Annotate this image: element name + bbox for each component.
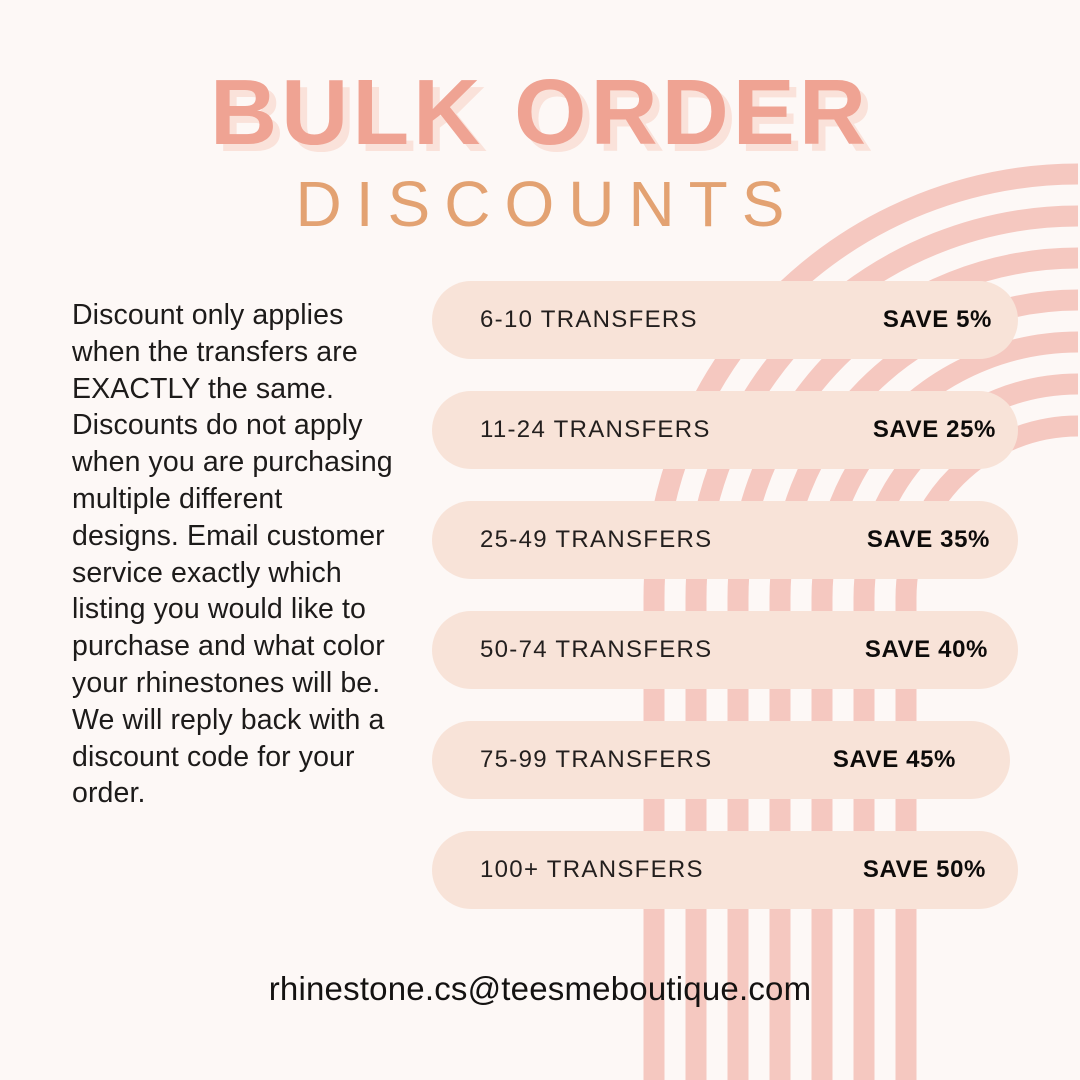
discount-tier-row: 6-10 TRANSFERS SAVE 5% [432,281,1018,359]
tier-quantity-label: 6-10 TRANSFERS [480,306,698,333]
tier-save-badge: SAVE 45% [832,746,956,773]
tier-quantity-label: 100+ TRANSFERS [480,856,704,883]
tier-save-badge: SAVE 40% [864,636,988,663]
tier-save-badge: SAVE 5% [882,306,992,333]
discount-tier-row: 75-99 TRANSFERS SAVE 45% [432,721,1010,799]
tier-quantity-label: 50-74 TRANSFERS [480,636,713,663]
tier-quantity-label: 11-24 TRANSFERS [480,416,711,443]
contact-email[interactable]: rhinestone.cs@teesmeboutique.com [268,970,812,1007]
page-subtitle: DISCOUNTS [295,168,799,240]
discount-tier-row: 100+ TRANSFERS SAVE 50% [432,831,1018,909]
discount-tier-row: 11-24 TRANSFERS SAVE 25% [432,391,1018,469]
discount-tier-row: 25-49 TRANSFERS SAVE 35% [432,501,1018,579]
tier-save-badge: SAVE 25% [872,416,996,443]
poster-header: BULK ORDER DISCOUNTS [0,0,1080,238]
tier-save-badge: SAVE 50% [862,856,986,883]
tier-save-badge: SAVE 35% [866,526,990,553]
tier-quantity-label: 25-49 TRANSFERS [480,526,713,553]
discount-policy-text: Discount only applies when the transfers… [72,299,393,810]
discount-tier-row: 50-74 TRANSFERS SAVE 40% [432,611,1018,689]
tier-quantity-label: 75-99 TRANSFERS [480,746,713,773]
discount-tier-list: 6-10 TRANSFERS SAVE 5% 11-24 TRANSFERS S… [432,281,1018,909]
page-title: BULK ORDER [210,60,870,164]
